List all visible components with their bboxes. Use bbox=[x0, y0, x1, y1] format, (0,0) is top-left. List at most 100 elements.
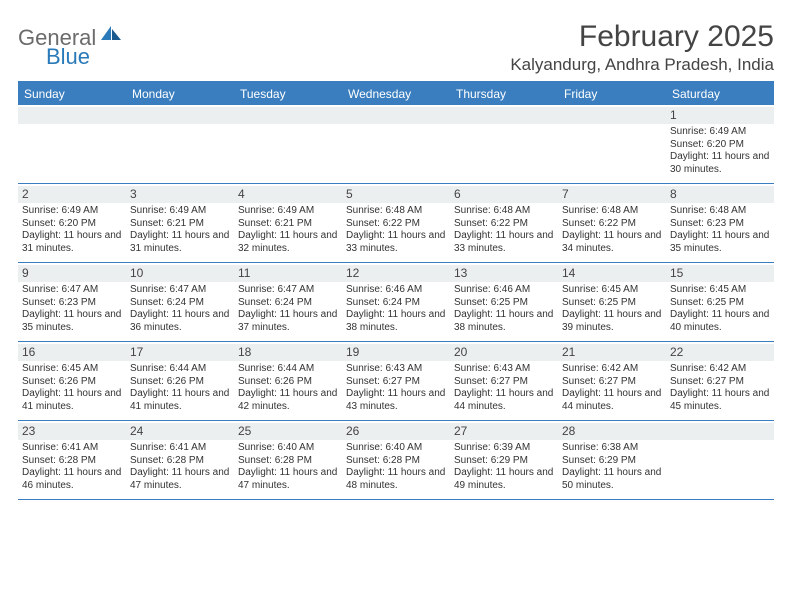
daylight-text: Daylight: 11 hours and 37 minutes. bbox=[238, 309, 338, 334]
day-number: 12 bbox=[342, 265, 450, 282]
calendar-cell: 27Sunrise: 6:39 AMSunset: 6:29 PMDayligh… bbox=[450, 421, 558, 499]
day-header-cell: Friday bbox=[558, 83, 666, 105]
sunset-text: Sunset: 6:27 PM bbox=[346, 376, 446, 389]
daylight-text: Daylight: 11 hours and 33 minutes. bbox=[346, 230, 446, 255]
daylight-text: Daylight: 11 hours and 33 minutes. bbox=[454, 230, 554, 255]
brand-text-blue: Blue bbox=[46, 46, 90, 68]
sunset-text: Sunset: 6:28 PM bbox=[238, 455, 338, 468]
calendar-cell: 24Sunrise: 6:41 AMSunset: 6:28 PMDayligh… bbox=[126, 421, 234, 499]
calendar-cell: 8 Sunrise: 6:48 AMSunset: 6:23 PMDaylight… bbox=[666, 184, 774, 262]
daylight-text: Daylight: 11 hours and 47 minutes. bbox=[238, 467, 338, 492]
day-header-row: SundayMondayTuesdayWednesdayThursdayFrid… bbox=[18, 83, 774, 105]
daylight-text: Daylight: 11 hours and 39 minutes. bbox=[562, 309, 662, 334]
day-number bbox=[342, 107, 450, 124]
day-number: 11 bbox=[234, 265, 342, 282]
daylight-text: Daylight: 11 hours and 49 minutes. bbox=[454, 467, 554, 492]
sunset-text: Sunset: 6:24 PM bbox=[238, 297, 338, 310]
brand-logo: General Blue bbox=[18, 20, 125, 49]
sunset-text: Sunset: 6:21 PM bbox=[130, 218, 230, 231]
sunrise-text: Sunrise: 6:40 AM bbox=[238, 442, 338, 455]
day-number: 2 bbox=[18, 186, 126, 203]
calendar-cell: 26Sunrise: 6:40 AMSunset: 6:28 PMDayligh… bbox=[342, 421, 450, 499]
calendar-cell: 12Sunrise: 6:46 AMSunset: 6:24 PMDayligh… bbox=[342, 263, 450, 341]
sunrise-text: Sunrise: 6:45 AM bbox=[562, 284, 662, 297]
sunset-text: Sunset: 6:22 PM bbox=[454, 218, 554, 231]
calendar-week: 16Sunrise: 6:45 AMSunset: 6:26 PMDayligh… bbox=[18, 342, 774, 421]
calendar-cell: 16Sunrise: 6:45 AMSunset: 6:26 PMDayligh… bbox=[18, 342, 126, 420]
calendar-cell: 10Sunrise: 6:47 AMSunset: 6:24 PMDayligh… bbox=[126, 263, 234, 341]
sunrise-text: Sunrise: 6:49 AM bbox=[670, 126, 770, 139]
sunset-text: Sunset: 6:29 PM bbox=[562, 455, 662, 468]
calendar-cell: 6Sunrise: 6:48 AMSunset: 6:22 PMDaylight… bbox=[450, 184, 558, 262]
day-number bbox=[234, 107, 342, 124]
calendar-cell: 18Sunrise: 6:44 AMSunset: 6:26 PMDayligh… bbox=[234, 342, 342, 420]
calendar-cell-empty bbox=[558, 105, 666, 183]
page-header: General Blue February 2025 Kalyandurg, A… bbox=[18, 20, 774, 75]
day-number: 19 bbox=[342, 344, 450, 361]
calendar-cell-empty bbox=[450, 105, 558, 183]
sunrise-text: Sunrise: 6:41 AM bbox=[22, 442, 122, 455]
daylight-text: Daylight: 11 hours and 35 minutes. bbox=[670, 230, 770, 255]
daylight-text: Daylight: 11 hours and 44 minutes. bbox=[454, 388, 554, 413]
sunrise-text: Sunrise: 6:46 AM bbox=[454, 284, 554, 297]
day-header-cell: Saturday bbox=[666, 83, 774, 105]
day-number: 28 bbox=[558, 423, 666, 440]
sunrise-text: Sunrise: 6:48 AM bbox=[346, 205, 446, 218]
sunset-text: Sunset: 6:28 PM bbox=[22, 455, 122, 468]
daylight-text: Daylight: 11 hours and 48 minutes. bbox=[346, 467, 446, 492]
calendar-cell: 3Sunrise: 6:49 AMSunset: 6:21 PMDaylight… bbox=[126, 184, 234, 262]
day-number: 24 bbox=[126, 423, 234, 440]
daylight-text: Daylight: 11 hours and 34 minutes. bbox=[562, 230, 662, 255]
sunrise-text: Sunrise: 6:41 AM bbox=[130, 442, 230, 455]
day-number: 18 bbox=[234, 344, 342, 361]
daylight-text: Daylight: 11 hours and 32 minutes. bbox=[238, 230, 338, 255]
calendar-cell: 2Sunrise: 6:49 AMSunset: 6:20 PMDaylight… bbox=[18, 184, 126, 262]
sunset-text: Sunset: 6:20 PM bbox=[670, 139, 770, 152]
daylight-text: Daylight: 11 hours and 38 minutes. bbox=[346, 309, 446, 334]
day-header-cell: Sunday bbox=[18, 83, 126, 105]
sunset-text: Sunset: 6:23 PM bbox=[670, 218, 770, 231]
sunrise-text: Sunrise: 6:49 AM bbox=[130, 205, 230, 218]
daylight-text: Daylight: 11 hours and 43 minutes. bbox=[346, 388, 446, 413]
daylight-text: Daylight: 11 hours and 30 minutes. bbox=[670, 151, 770, 176]
day-number: 8 bbox=[666, 186, 774, 203]
daylight-text: Daylight: 11 hours and 47 minutes. bbox=[130, 467, 230, 492]
calendar-week: 23Sunrise: 6:41 AMSunset: 6:28 PMDayligh… bbox=[18, 421, 774, 500]
daylight-text: Daylight: 11 hours and 31 minutes. bbox=[130, 230, 230, 255]
sunrise-text: Sunrise: 6:47 AM bbox=[130, 284, 230, 297]
calendar-cell: 25Sunrise: 6:40 AMSunset: 6:28 PMDayligh… bbox=[234, 421, 342, 499]
day-number: 10 bbox=[126, 265, 234, 282]
sunset-text: Sunset: 6:26 PM bbox=[22, 376, 122, 389]
sunrise-text: Sunrise: 6:48 AM bbox=[670, 205, 770, 218]
weeks-container: 1Sunrise: 6:49 AMSunset: 6:20 PMDaylight… bbox=[18, 105, 774, 500]
calendar-cell: 23Sunrise: 6:41 AMSunset: 6:28 PMDayligh… bbox=[18, 421, 126, 499]
calendar-cell: 11Sunrise: 6:47 AMSunset: 6:24 PMDayligh… bbox=[234, 263, 342, 341]
sunset-text: Sunset: 6:22 PM bbox=[346, 218, 446, 231]
day-number bbox=[126, 107, 234, 124]
sunset-text: Sunset: 6:26 PM bbox=[238, 376, 338, 389]
day-number: 4 bbox=[234, 186, 342, 203]
daylight-text: Daylight: 11 hours and 31 minutes. bbox=[22, 230, 122, 255]
daylight-text: Daylight: 11 hours and 41 minutes. bbox=[22, 388, 122, 413]
daylight-text: Daylight: 11 hours and 41 minutes. bbox=[130, 388, 230, 413]
calendar-grid: SundayMondayTuesdayWednesdayThursdayFrid… bbox=[18, 81, 774, 500]
sunset-text: Sunset: 6:25 PM bbox=[454, 297, 554, 310]
sunrise-text: Sunrise: 6:42 AM bbox=[670, 363, 770, 376]
day-number: 27 bbox=[450, 423, 558, 440]
sunrise-text: Sunrise: 6:45 AM bbox=[22, 363, 122, 376]
day-header-cell: Tuesday bbox=[234, 83, 342, 105]
sunrise-text: Sunrise: 6:47 AM bbox=[22, 284, 122, 297]
day-header-cell: Wednesday bbox=[342, 83, 450, 105]
daylight-text: Daylight: 11 hours and 35 minutes. bbox=[22, 309, 122, 334]
day-number bbox=[18, 107, 126, 124]
day-number: 14 bbox=[558, 265, 666, 282]
calendar-cell: 22Sunrise: 6:42 AMSunset: 6:27 PMDayligh… bbox=[666, 342, 774, 420]
location-text: Kalyandurg, Andhra Pradesh, India bbox=[510, 55, 774, 75]
day-number: 6 bbox=[450, 186, 558, 203]
day-number: 26 bbox=[342, 423, 450, 440]
sunrise-text: Sunrise: 6:42 AM bbox=[562, 363, 662, 376]
day-number: 7 bbox=[558, 186, 666, 203]
sunset-text: Sunset: 6:27 PM bbox=[562, 376, 662, 389]
day-number: 9 bbox=[18, 265, 126, 282]
calendar-cell: 4Sunrise: 6:49 AMSunset: 6:21 PMDaylight… bbox=[234, 184, 342, 262]
